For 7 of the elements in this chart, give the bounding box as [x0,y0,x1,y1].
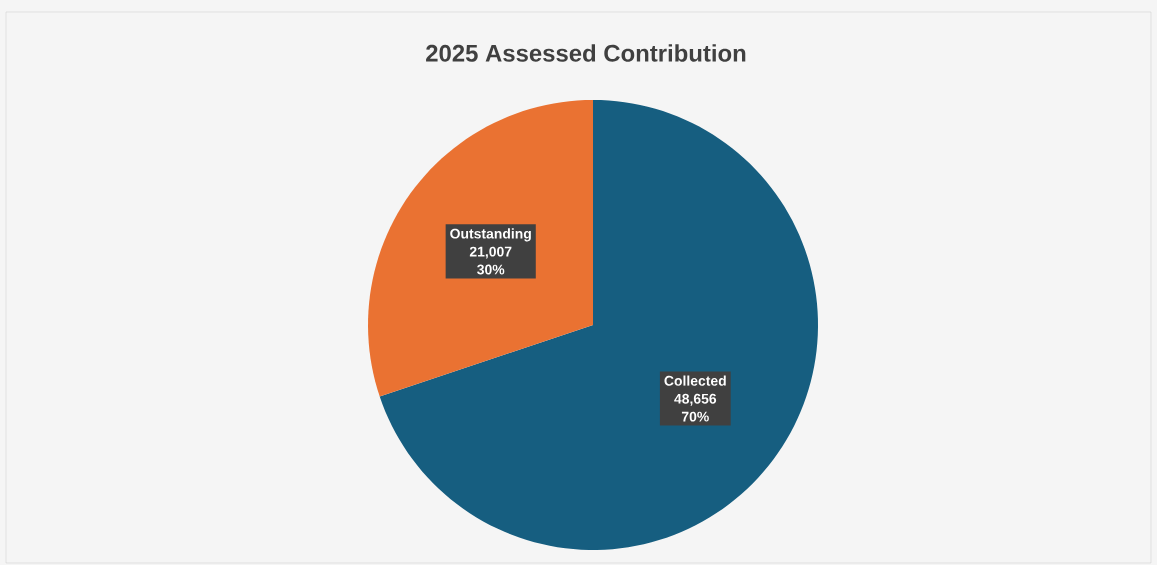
slice-label: Collected [664,375,726,386]
slice-label: Outstanding [450,228,531,242]
data-label: 21,007 [469,246,512,259]
data-label: 48,656 [674,393,717,406]
text: 30% [477,264,505,275]
chart-title: 2025 Assessed Contribution [426,44,746,62]
text: 70% [681,411,709,422]
